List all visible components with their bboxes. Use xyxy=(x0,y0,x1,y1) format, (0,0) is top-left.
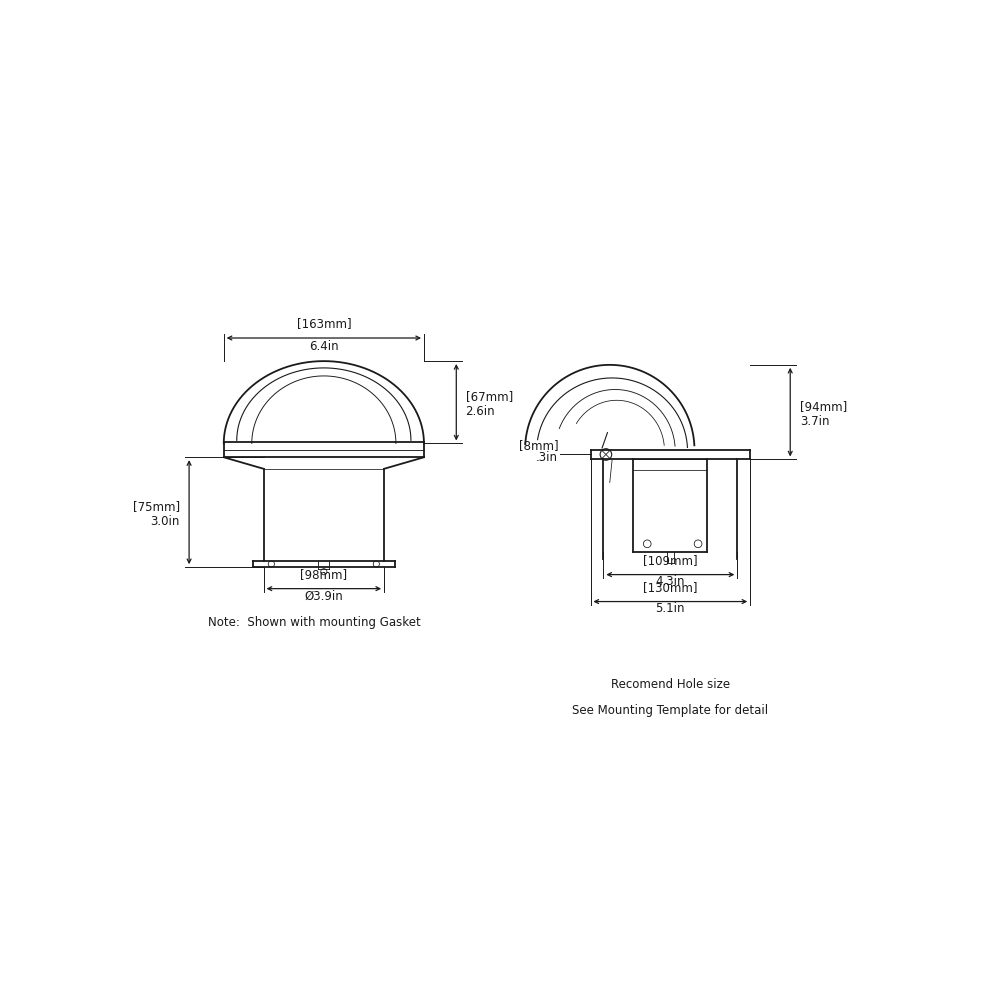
Text: [94mm]: [94mm] xyxy=(800,400,847,413)
Text: .3in: .3in xyxy=(536,451,558,464)
Text: [75mm]: [75mm] xyxy=(133,500,180,513)
Text: [8mm]: [8mm] xyxy=(519,439,558,452)
Text: 4.3in: 4.3in xyxy=(656,575,685,588)
Text: 2.6in: 2.6in xyxy=(466,405,495,418)
Text: [109mm]: [109mm] xyxy=(643,554,698,567)
Text: [98mm]: [98mm] xyxy=(300,568,347,581)
Text: 3.0in: 3.0in xyxy=(150,515,180,528)
Text: 5.1in: 5.1in xyxy=(656,602,685,615)
Text: [67mm]: [67mm] xyxy=(466,390,513,403)
Text: 6.4in: 6.4in xyxy=(309,340,339,353)
Text: Note:  Shown with mounting Gasket: Note: Shown with mounting Gasket xyxy=(208,616,421,629)
Text: See Mounting Template for detail: See Mounting Template for detail xyxy=(572,704,768,717)
Text: Ø3.9in: Ø3.9in xyxy=(304,589,343,602)
Text: [130mm]: [130mm] xyxy=(643,581,698,594)
Text: Recomend Hole size: Recomend Hole size xyxy=(611,678,730,691)
Text: 3.7in: 3.7in xyxy=(800,415,830,428)
Text: [163mm]: [163mm] xyxy=(297,317,351,330)
